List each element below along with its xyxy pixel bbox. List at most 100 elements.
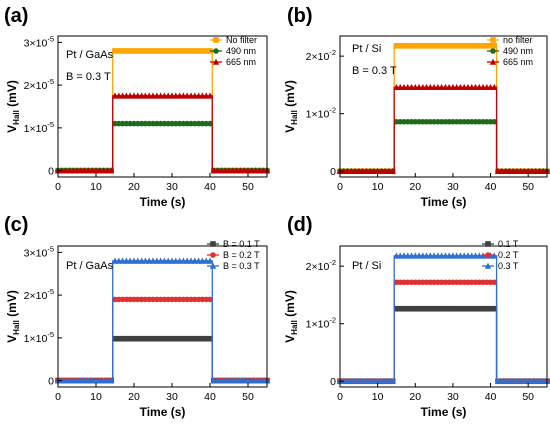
data-point: [131, 48, 137, 54]
data-point: [491, 279, 498, 286]
data-point: [176, 48, 183, 54]
y-axis-title-part: V: [5, 335, 19, 343]
legend-label: 665 nm: [503, 57, 533, 67]
y-tick-label: 0: [48, 376, 54, 388]
data-point: [465, 42, 471, 49]
y-tick-label: 2×10-2: [306, 48, 336, 63]
x-axis-title: Time (s): [140, 405, 186, 419]
legend-label: 0.2 T: [498, 250, 519, 260]
panel-label: (d): [287, 214, 313, 236]
data-point: [184, 48, 190, 54]
series-line: [58, 95, 267, 172]
legend-marker: [490, 48, 496, 54]
y-tick-label: 2×10-5: [24, 287, 54, 302]
data-point: [135, 48, 141, 54]
data-point: [199, 48, 206, 54]
data-point: [427, 305, 434, 312]
data-point: [123, 335, 130, 342]
x-tick-label: 10: [90, 181, 102, 193]
data-point: [450, 42, 456, 49]
data-point: [116, 335, 122, 342]
legend-label: 665 nm: [226, 57, 256, 67]
y-tick-label: 1×10-2: [306, 316, 336, 331]
data-point: [491, 83, 498, 91]
data-point: [150, 335, 156, 342]
data-point: [169, 335, 175, 342]
data-point: [468, 42, 475, 49]
data-point: [180, 48, 187, 54]
legend-marker: [209, 262, 217, 269]
x-tick-label: 50: [242, 391, 254, 403]
y-tick-exponent: -5: [47, 287, 54, 296]
data-point: [127, 335, 133, 342]
legend-marker: [210, 252, 216, 258]
y-tick-label: 0: [48, 166, 54, 178]
x-tick-label: 30: [166, 181, 178, 193]
data-point: [427, 42, 434, 49]
data-point: [457, 42, 464, 49]
data-point: [420, 42, 426, 49]
x-tick-label: 0: [337, 391, 343, 403]
x-tick-label: 40: [485, 181, 497, 193]
series-line: [340, 255, 547, 382]
data-point: [483, 42, 490, 49]
series-line: [58, 338, 267, 382]
legend-label: B = 0.1 T: [223, 239, 260, 249]
y-axis-title-part: Hall: [290, 110, 299, 125]
series-line: [58, 50, 267, 172]
data-point: [393, 42, 400, 49]
data-point: [207, 296, 213, 303]
x-tick-label: 0: [337, 181, 343, 193]
legend-label: No filter: [226, 35, 257, 45]
y-tick-exponent: -2: [329, 258, 336, 267]
data-point: [119, 48, 126, 54]
legend-label: B = 0.2 T: [223, 250, 260, 260]
y-axis-title: VHall (mV): [283, 80, 299, 133]
annotation: Pt / GaAs: [66, 49, 114, 61]
data-point: [195, 48, 202, 54]
data-point: [157, 48, 164, 54]
data-point: [420, 305, 426, 312]
data-point: [112, 48, 118, 54]
data-point: [423, 42, 430, 49]
legend-label: 490 nm: [226, 46, 256, 56]
data-point: [480, 305, 486, 312]
x-tick-label: 0: [55, 391, 61, 403]
y-tick-mantissa: 2×10: [306, 261, 330, 273]
y-axis-title-part: Hall: [12, 110, 21, 125]
annotation: B = 0.3 T: [352, 65, 397, 77]
data-point: [108, 377, 115, 384]
data-point: [138, 48, 145, 54]
data-point: [389, 167, 396, 175]
data-point: [423, 305, 430, 312]
data-point: [491, 252, 498, 259]
y-tick-exponent: -5: [47, 34, 54, 43]
data-point: [135, 335, 141, 342]
plot-frame: [57, 35, 268, 178]
series-line: [340, 281, 547, 382]
y-axis-title: VHall (mV): [283, 290, 299, 343]
annotation: Pt / GaAs: [66, 260, 114, 272]
series-line: [58, 260, 267, 382]
x-tick-label: 10: [90, 391, 102, 403]
data-point: [446, 42, 452, 49]
data-point: [408, 305, 415, 312]
x-axis-title: Time (s): [140, 195, 186, 209]
legend-marker: [212, 58, 220, 65]
data-point: [157, 335, 164, 342]
y-tick-label: 2×10-5: [24, 77, 54, 92]
data-point: [161, 335, 168, 342]
data-point: [131, 335, 137, 342]
x-axis-title: Time (s): [421, 195, 467, 209]
x-tick-label: 0: [55, 181, 61, 193]
y-tick-exponent: -5: [47, 120, 54, 129]
x-tick-label: 50: [242, 181, 254, 193]
data-point: [199, 335, 206, 342]
y-tick-mantissa: 1×10: [24, 123, 48, 135]
data-point: [438, 42, 445, 49]
panel-label: (a): [4, 5, 28, 27]
data-point: [176, 335, 183, 342]
data-point: [412, 305, 419, 312]
